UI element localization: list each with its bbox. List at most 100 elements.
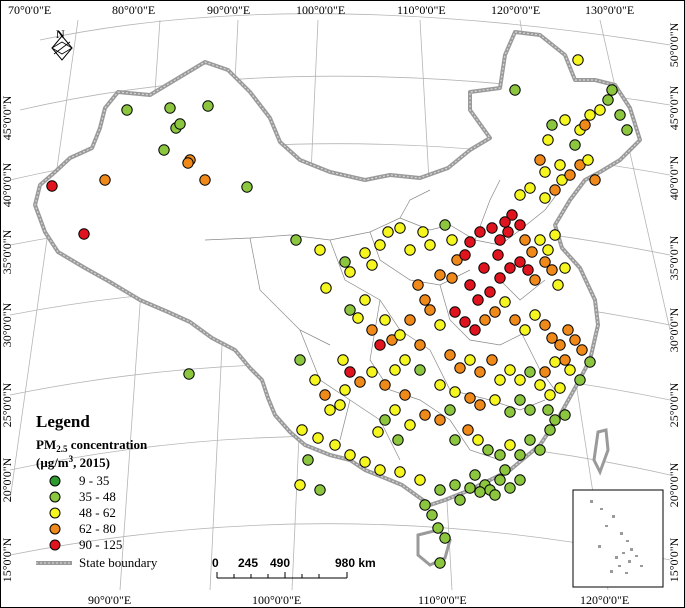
station-marker-90-125	[514, 219, 526, 231]
station-marker-62-80	[509, 314, 521, 326]
station-marker-90-125	[499, 216, 511, 228]
lat-label: 20°0'0"N	[667, 462, 681, 507]
station-marker-35-48	[499, 464, 511, 476]
station-marker-62-80	[414, 339, 426, 351]
station-marker-90-125	[344, 366, 356, 378]
station-marker-48-62	[534, 234, 546, 246]
station-marker-90-125	[459, 249, 471, 261]
station-marker-90-125	[478, 262, 490, 274]
legend-swatch	[49, 507, 61, 519]
station-marker-62-80	[526, 246, 538, 258]
station-marker-35-48	[559, 409, 571, 421]
station-marker-62-80	[199, 174, 211, 186]
station-marker-48-62	[529, 309, 541, 321]
station-marker-35-48	[454, 494, 466, 506]
station-marker-35-48	[444, 404, 456, 416]
station-marker-48-62	[542, 244, 554, 256]
station-marker-35-48	[419, 499, 431, 511]
lon-label: 120°0'0"E	[491, 3, 540, 17]
station-marker-62-80	[546, 332, 558, 344]
legend-label: 90 - 125	[79, 537, 122, 552]
station-marker-48-62	[524, 182, 536, 194]
lon-label: 90°0'0"E	[207, 3, 250, 17]
station-marker-48-62	[359, 456, 371, 468]
station-marker-90-125	[486, 222, 498, 234]
taiwan-island	[592, 428, 610, 476]
station-marker-48-62	[554, 382, 566, 394]
scale-label: 490	[270, 556, 290, 570]
station-marker-90-125	[459, 316, 471, 328]
lon-label: 110°0'0"E	[397, 3, 446, 17]
station-marker-35-48	[482, 444, 494, 456]
station-marker-35-48	[614, 109, 626, 121]
station-marker-35-48	[449, 479, 461, 491]
station-marker-48-62	[514, 189, 526, 201]
station-marker-62-80	[446, 272, 458, 284]
top-longitude-labels: 70°0'0"E 80°0'0"E 90°0'0"E 100°0'0"E 110…	[8, 3, 634, 17]
station-marker-48-62	[446, 234, 458, 246]
station-marker-62-80	[434, 269, 446, 281]
scale-label: 245	[238, 556, 258, 570]
lon-label: 70°0'0"E	[8, 3, 51, 17]
station-marker-48-62	[294, 479, 306, 491]
station-marker-62-80	[474, 399, 486, 411]
lat-label: 40°0'0"N	[0, 162, 14, 207]
lat-label: 30°0'0"N	[0, 302, 14, 347]
station-marker-35-48	[434, 557, 446, 569]
station-marker-48-62	[379, 314, 391, 326]
station-marker-35-48	[542, 404, 554, 416]
station-marker-35-48	[514, 394, 526, 406]
station-marker-35-48	[183, 368, 195, 380]
station-marker-35-48	[434, 484, 446, 496]
station-marker-48-62	[382, 226, 394, 238]
station-marker-62-80	[419, 409, 431, 421]
station-marker-62-80	[539, 256, 551, 268]
station-marker-62-80	[444, 349, 456, 361]
lon-label: 100°0'0"E	[296, 3, 345, 17]
station-marker-90-125	[506, 209, 518, 221]
station-marker-62-80	[366, 324, 378, 336]
station-marker-48-62	[489, 394, 501, 406]
station-marker-35-48	[606, 84, 618, 96]
legend-swatch	[49, 539, 61, 551]
station-marker-62-80	[474, 366, 486, 378]
legend-label: 48 - 62	[79, 505, 116, 520]
station-marker-62-80	[489, 306, 501, 318]
station-marker-35-48	[202, 100, 214, 112]
station-marker-62-80	[564, 169, 576, 181]
bottom-longitude-labels: 90°0'0"E 100°0'0"E 110°0'0"E 120°0'0"E	[88, 593, 629, 607]
station-marker-62-80	[419, 294, 431, 306]
station-marker-48-62	[554, 159, 566, 171]
lat-label: 30°0'0"N	[667, 307, 681, 352]
station-marker-48-62	[324, 404, 336, 416]
station-marker-35-48	[174, 118, 186, 130]
station-marker-62-80	[386, 334, 398, 346]
right-latitude-labels: 50°0'0"N 45°0'0"N 40°0'0"N 35°0'0"N 30°0…	[667, 22, 681, 582]
station-marker-62-80	[562, 324, 574, 336]
station-marker-48-62	[337, 354, 349, 366]
station-marker-35-48	[524, 366, 536, 378]
station-marker-35-48	[339, 256, 351, 268]
state-boundary-label: State boundary	[79, 555, 158, 570]
parallel-50	[39, 13, 671, 46]
station-marker-35-48	[494, 449, 506, 461]
station-marker-35-48	[509, 84, 521, 96]
station-marker-48-62	[449, 386, 461, 398]
station-marker-35-48	[514, 474, 526, 486]
station-marker-35-48	[164, 102, 176, 114]
lat-label: 25°0'0"N	[667, 382, 681, 427]
station-marker-35-48	[464, 482, 476, 494]
station-marker-48-62	[366, 259, 378, 271]
station-marker-48-62	[542, 134, 554, 146]
station-marker-35-48	[584, 356, 596, 368]
station-marker-48-62	[544, 389, 556, 401]
lat-label: 15°0'0"N	[0, 537, 14, 582]
lat-label: 50°0'0"N	[667, 22, 681, 67]
station-marker-48-62	[399, 354, 411, 366]
station-marker-48-62	[372, 426, 384, 438]
station-marker-62-80	[451, 254, 463, 266]
station-marker-90-125	[464, 279, 476, 291]
station-marker-35-48	[302, 454, 314, 466]
station-marker-90-125	[464, 236, 476, 248]
